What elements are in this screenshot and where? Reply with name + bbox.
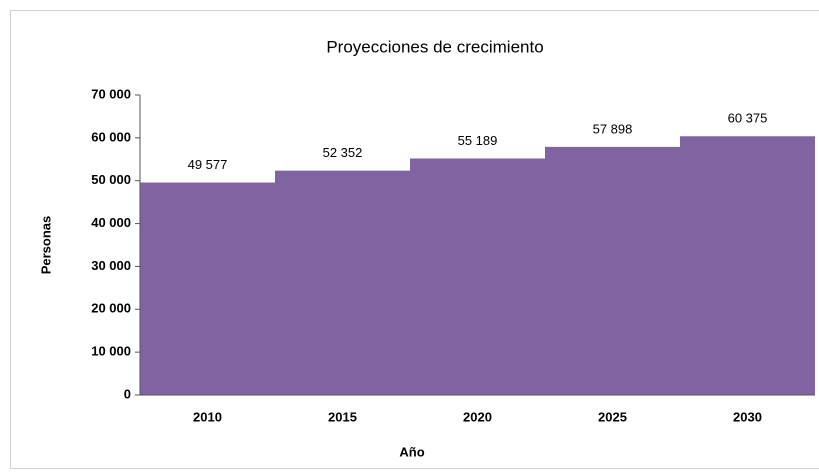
chart-title: Proyecciones de crecimiento [326, 37, 543, 56]
x-tick-label: 2015 [328, 409, 357, 424]
y-tick-label: 40 000 [91, 215, 131, 230]
bar [140, 182, 275, 395]
y-tick-label: 50 000 [91, 172, 131, 187]
bar [545, 146, 680, 395]
x-tick-label: 2030 [733, 409, 762, 424]
x-tick-label: 2010 [193, 409, 222, 424]
value-label: 49 577 [188, 157, 228, 172]
x-axis-title: Año [399, 444, 424, 459]
y-tick-label: 70 000 [91, 86, 131, 101]
x-tick-label: 2025 [598, 409, 627, 424]
bar [410, 158, 545, 395]
y-tick-label: 60 000 [91, 129, 131, 144]
x-tick-label: 2020 [463, 409, 492, 424]
y-tick-label: 20 000 [91, 301, 131, 316]
value-label: 55 189 [458, 133, 498, 148]
value-label: 57 898 [593, 121, 633, 136]
value-label: 52 352 [323, 145, 363, 160]
y-tick-label: 30 000 [91, 258, 131, 273]
bar [275, 170, 410, 395]
y-tick-label: 10 000 [91, 344, 131, 359]
y-axis-title: Personas [38, 216, 53, 275]
y-tick-label: 0 [124, 386, 131, 401]
value-label: 60 375 [728, 111, 768, 126]
bar [680, 136, 815, 395]
